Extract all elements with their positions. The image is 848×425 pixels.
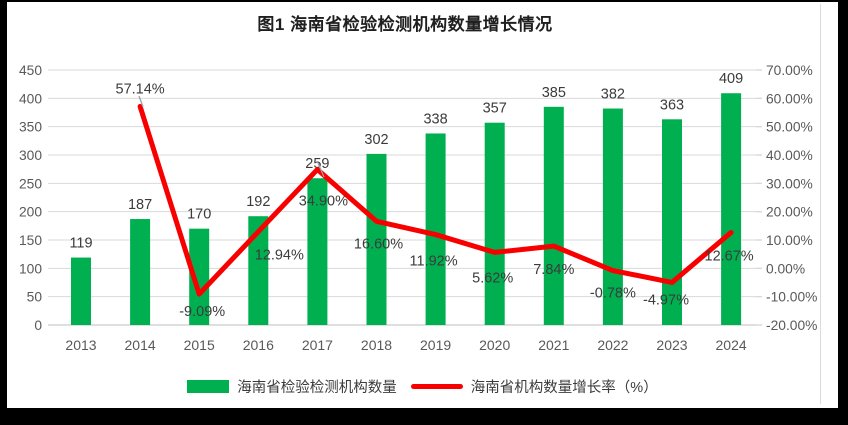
bar-value-label: 187 bbox=[128, 197, 152, 213]
bar-value-label: 363 bbox=[660, 97, 684, 113]
bar-2014 bbox=[130, 219, 151, 325]
x-axis-category-label: 2023 bbox=[656, 337, 687, 353]
bar-2017 bbox=[307, 178, 328, 325]
bar-2021 bbox=[543, 106, 564, 325]
left-axis-tick-label: 350 bbox=[19, 120, 42, 135]
x-axis-category-label: 2013 bbox=[65, 337, 96, 353]
x-axis-category-label: 2015 bbox=[184, 337, 215, 353]
right-axis-tick-label: 10.00% bbox=[766, 233, 813, 248]
line-value-label: 16.60% bbox=[354, 236, 403, 252]
line-value-label: 7.84% bbox=[533, 262, 574, 278]
right-axis-tick-label: 30.00% bbox=[766, 176, 813, 191]
left-axis-tick-label: 200 bbox=[19, 205, 42, 220]
line-value-label: -4.97% bbox=[643, 292, 689, 308]
bar-2020 bbox=[484, 122, 505, 325]
line-value-label: 11.92% bbox=[410, 254, 458, 270]
x-axis-category-label: 2024 bbox=[716, 337, 747, 353]
bar-value-label: 338 bbox=[423, 111, 447, 127]
legend-bar-swatch-icon bbox=[187, 380, 230, 393]
line-value-label: 5.62% bbox=[472, 270, 513, 286]
left-axis-tick-label: 100 bbox=[19, 261, 42, 276]
chart-legend: 海南省检验检测机构数量 海南省机构数量增长率（%） bbox=[7, 376, 838, 397]
legend-line-swatch-icon bbox=[410, 384, 463, 389]
legend-bar-label: 海南省检验检测机构数量 bbox=[237, 380, 397, 396]
right-axis-tick-label: 60.00% bbox=[766, 91, 813, 106]
right-axis-tick-label: 0.00% bbox=[766, 261, 805, 276]
bar-2018 bbox=[366, 153, 387, 325]
right-axis-tick-label: 70.00% bbox=[766, 63, 813, 78]
line-value-label: 57.14% bbox=[116, 81, 165, 97]
right-axis-tick-label: 20.00% bbox=[766, 205, 813, 220]
bar-2013 bbox=[71, 257, 91, 325]
line-value-label: 12.67% bbox=[705, 248, 754, 264]
growth-rate-line bbox=[137, 103, 734, 297]
chart-title: 图1 海南省检验检测机构数量增长情况 bbox=[257, 15, 553, 34]
bar-value-label: 409 bbox=[719, 71, 743, 87]
right-axis-tick-label: 40.00% bbox=[766, 148, 813, 163]
bar-value-label: 170 bbox=[187, 207, 211, 223]
x-axis-category-label: 2014 bbox=[125, 337, 156, 353]
bar-value-label: 302 bbox=[364, 132, 388, 148]
line-value-label: -9.09% bbox=[179, 304, 225, 320]
left-axis-tick-label: 50 bbox=[27, 290, 43, 305]
left-axis-tick-label: 300 bbox=[19, 148, 42, 163]
legend-line-label: 海南省机构数量增长率（%） bbox=[470, 380, 658, 396]
bar-2016 bbox=[248, 216, 269, 325]
line-value-label: -0.78% bbox=[590, 286, 636, 302]
right-axis-tick-label: -10.00% bbox=[766, 290, 817, 305]
bar-value-label: 385 bbox=[542, 85, 566, 101]
x-axis-category-label: 2021 bbox=[538, 337, 569, 353]
bar-value-label: 192 bbox=[246, 194, 270, 210]
bar-value-label: 259 bbox=[305, 156, 329, 172]
label-leader-line bbox=[138, 95, 144, 108]
left-axis-tick-label: 450 bbox=[19, 63, 42, 78]
bar-2015 bbox=[189, 228, 210, 325]
bar-2023 bbox=[662, 119, 682, 325]
bar-value-label: 382 bbox=[601, 87, 625, 103]
x-axis-category-label: 2019 bbox=[420, 337, 451, 353]
label-leader-line bbox=[317, 162, 325, 178]
left-axis-tick-label: 400 bbox=[19, 91, 42, 106]
bar-2024 bbox=[721, 93, 742, 325]
x-axis-category-label: 2020 bbox=[479, 337, 510, 353]
right-axis-tick-label: -20.00% bbox=[766, 318, 817, 333]
x-axis-category-label: 2016 bbox=[243, 337, 274, 353]
x-axis-category-label: 2017 bbox=[302, 337, 333, 353]
x-axis-category-label: 2018 bbox=[361, 337, 392, 353]
x-axis-category-label: 2022 bbox=[597, 337, 628, 353]
bar-value-label: 357 bbox=[483, 101, 507, 117]
left-axis-tick-label: 150 bbox=[19, 233, 42, 248]
right-axis-tick-label: 50.00% bbox=[766, 120, 813, 135]
line-value-label: 34.90% bbox=[299, 193, 348, 209]
left-axis-tick-label: 0 bbox=[34, 318, 42, 333]
left-axis-tick-label: 250 bbox=[19, 176, 42, 191]
bar-2019 bbox=[425, 133, 446, 325]
line-value-label: 12.94% bbox=[255, 248, 304, 264]
bar-value-label: 119 bbox=[69, 236, 92, 252]
